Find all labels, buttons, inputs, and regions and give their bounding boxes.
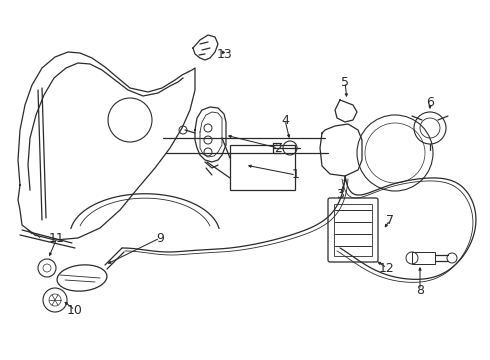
Text: 1: 1	[292, 168, 300, 181]
Text: 3: 3	[336, 189, 344, 202]
Text: 10: 10	[67, 303, 83, 316]
Text: 4: 4	[281, 113, 289, 126]
Text: 9: 9	[156, 231, 164, 244]
Text: 11: 11	[49, 231, 65, 244]
Text: 8: 8	[416, 284, 424, 297]
Text: 6: 6	[426, 96, 434, 109]
Text: 13: 13	[217, 49, 233, 62]
Text: 7: 7	[386, 213, 394, 226]
Text: 5: 5	[341, 76, 349, 89]
Bar	[230, 145, 295, 190]
Text: 12: 12	[379, 261, 395, 274]
Text: 2: 2	[274, 141, 282, 154]
